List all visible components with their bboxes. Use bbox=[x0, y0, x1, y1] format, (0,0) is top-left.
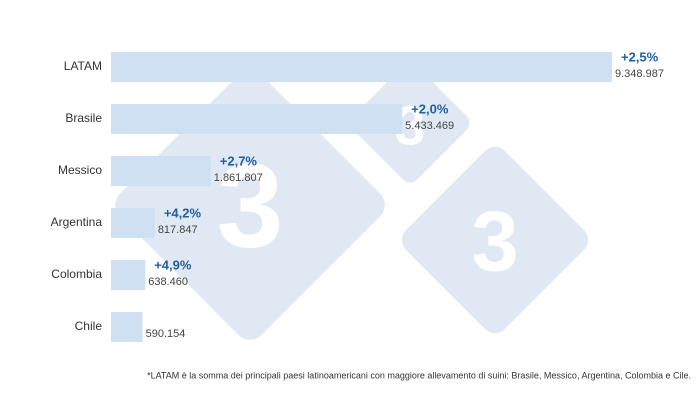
category-label: Chile bbox=[75, 319, 103, 333]
bar bbox=[111, 104, 403, 134]
svg-text:3: 3 bbox=[471, 194, 518, 289]
footnote: *LATAM è la somma dei principali paesi l… bbox=[147, 370, 691, 380]
growth-label: +2,7% bbox=[220, 153, 258, 168]
category-label: Messico bbox=[58, 163, 102, 177]
category-label: LATAM bbox=[64, 59, 102, 73]
value-label: 638.460 bbox=[148, 276, 188, 288]
growth-label: +2,0% bbox=[411, 101, 449, 116]
category-label: Argentina bbox=[51, 215, 103, 229]
plot: LATAM +2,5% 9.348.987 Brasile +2,0% 5.433.469… bbox=[51, 49, 664, 342]
growth-label: +4,9% bbox=[154, 257, 192, 272]
category-label: Colombia bbox=[51, 267, 102, 281]
bar bbox=[111, 52, 612, 82]
bar bbox=[111, 260, 146, 290]
bar bbox=[111, 156, 211, 186]
value-label: 590.154 bbox=[146, 328, 186, 340]
value-label: 817.847 bbox=[158, 224, 198, 236]
value-label: 5.433.469 bbox=[405, 120, 454, 132]
svg-text:3: 3 bbox=[217, 139, 284, 273]
growth-label: +2,5% bbox=[621, 49, 659, 64]
bar bbox=[111, 208, 155, 238]
growth-label: +4,2% bbox=[164, 205, 202, 220]
bar bbox=[111, 312, 143, 342]
category-label: Brasile bbox=[65, 111, 102, 125]
value-label: 1.861.807 bbox=[214, 172, 263, 184]
value-label: 9.348.987 bbox=[615, 68, 664, 80]
watermark: 3 3 3 bbox=[115, 63, 589, 340]
